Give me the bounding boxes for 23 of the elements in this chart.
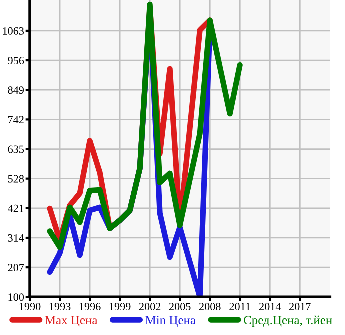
x-tick-label: 2014: [260, 303, 282, 311]
x-tick-label: 2002: [139, 303, 161, 311]
x-tick-label: 2011: [230, 303, 250, 311]
y-tick-label: 421: [8, 204, 24, 212]
legend-label: Min Цена: [146, 316, 196, 328]
y-tick-label: 1063: [3, 27, 24, 35]
x-tick-label: 2005: [169, 303, 191, 311]
y-tick-label: 314: [8, 234, 24, 242]
legend-label: Сред.Цена, т.йен: [244, 316, 332, 328]
x-tick-label: 1993: [50, 303, 71, 311]
x-tick-label: 1999: [110, 303, 131, 311]
y-tick-label: 849: [8, 86, 24, 94]
legend-label: Max Цена: [45, 316, 98, 328]
x-tick-label: 2008: [199, 303, 221, 311]
y-tick-label: 742: [8, 116, 24, 124]
x-tick-label: 1996: [80, 303, 101, 311]
x-tick-label: 1990: [20, 303, 41, 311]
y-tick-label: 635: [8, 146, 24, 154]
y-tick-label: 956: [8, 57, 24, 64]
y-tick-label: 100: [8, 294, 24, 302]
y-tick-label: 207: [8, 264, 24, 272]
x-tick-label: 2017: [290, 303, 311, 311]
y-tick-label: 528: [8, 175, 24, 183]
